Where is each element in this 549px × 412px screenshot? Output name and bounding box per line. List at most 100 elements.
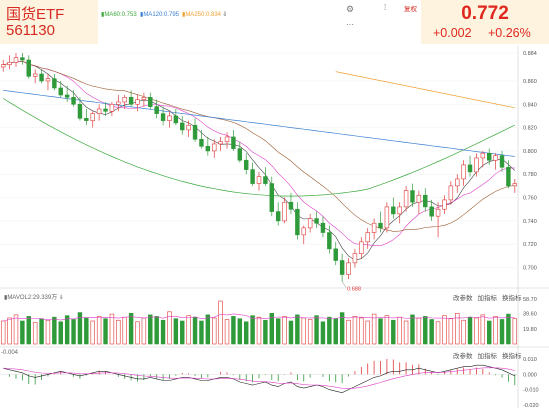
candle xyxy=(173,115,179,124)
candle xyxy=(32,73,38,77)
change-indicator-button[interactable]: 换指标 xyxy=(502,295,522,302)
candle xyxy=(384,206,390,229)
volume-bar xyxy=(493,316,498,345)
candle xyxy=(250,169,255,184)
add-indicator-button[interactable]: 加指标 xyxy=(477,295,498,302)
quote-name-box: 国货ETF 561130 xyxy=(0,0,98,44)
legend-arrow-icon[interactable]: ⇓ xyxy=(222,11,228,18)
volume-bar xyxy=(359,317,364,345)
volume-bar xyxy=(256,316,262,345)
volume-bar xyxy=(122,316,127,345)
volume-bar xyxy=(237,318,243,345)
candle xyxy=(224,136,230,142)
price-tick-label: 0.840 xyxy=(523,102,537,108)
volume-bar xyxy=(71,319,76,345)
price-tick-label: 0.740 xyxy=(523,219,537,225)
candle xyxy=(435,208,441,217)
candle xyxy=(84,117,89,121)
volume-bar xyxy=(173,318,179,345)
candle xyxy=(7,62,12,65)
candle xyxy=(295,208,300,236)
volume-bar xyxy=(39,318,44,345)
macd-tick-label: -0.010 xyxy=(523,388,539,394)
candle xyxy=(0,64,6,68)
ma20-line xyxy=(3,60,515,232)
volume-bar xyxy=(487,320,492,345)
volume-bar xyxy=(141,317,147,345)
volume-bar xyxy=(167,311,172,345)
macd-tick-label: 0.010 xyxy=(523,357,537,363)
gear-icon[interactable]: ⚙ xyxy=(346,4,355,14)
volume-bar xyxy=(180,320,185,345)
volume-bar xyxy=(218,300,223,345)
ma60-line xyxy=(3,98,515,197)
price-change: +0.002 xyxy=(433,26,472,40)
volume-bar xyxy=(506,313,511,345)
volume-bar xyxy=(346,319,351,345)
candle xyxy=(365,232,370,243)
more-icon[interactable]: ⋯ xyxy=(346,20,354,29)
candle xyxy=(391,206,396,215)
dots-icon[interactable]: ⁞ xyxy=(384,3,387,12)
price-tick-label: 0.860 xyxy=(523,79,537,85)
candle xyxy=(403,190,409,208)
volume-bar xyxy=(0,320,6,345)
candle xyxy=(13,57,19,63)
candle xyxy=(256,176,262,184)
candle xyxy=(461,164,466,180)
candle xyxy=(455,178,460,187)
volume-bar xyxy=(96,316,102,345)
volume-bar xyxy=(90,320,95,345)
macd-tick-label: 0.000 xyxy=(523,372,537,378)
candle xyxy=(275,211,281,222)
volume-bar xyxy=(13,314,19,345)
candle xyxy=(58,87,63,96)
volume-bar xyxy=(20,320,25,345)
candle xyxy=(45,78,51,82)
candle xyxy=(339,260,345,275)
macd-change-indicator-button[interactable]: 换指标 xyxy=(502,353,522,360)
volume-bar xyxy=(116,319,121,345)
edit-params-button[interactable]: 改参数 xyxy=(453,295,473,302)
candle xyxy=(26,59,31,77)
volume-bar xyxy=(192,316,198,345)
volume-bar xyxy=(212,317,217,345)
low-pointer xyxy=(341,281,347,288)
volume-bar xyxy=(269,313,275,345)
candle xyxy=(135,99,140,105)
macd-edit-params-button[interactable]: 改参数 xyxy=(453,353,473,360)
volume-bar xyxy=(448,318,454,345)
macd-add-indicator-button[interactable]: 加指标 xyxy=(477,353,498,360)
fund-name: 国货ETF xyxy=(6,6,65,23)
volume-bar xyxy=(480,314,486,345)
volume-bar xyxy=(282,316,287,345)
ma120-legend: ▮MA120:0.795 xyxy=(140,12,180,18)
volume-bar xyxy=(243,321,249,345)
candle xyxy=(269,183,275,212)
volume-bar xyxy=(410,314,415,345)
record-button[interactable]: 复权 xyxy=(404,6,417,13)
candle xyxy=(359,241,364,254)
candle xyxy=(199,138,204,147)
volume-bar xyxy=(148,314,153,345)
candle xyxy=(378,222,383,229)
volume-tick-label: 19.80 xyxy=(523,327,537,333)
candle xyxy=(180,122,185,131)
volume-bar xyxy=(32,322,38,345)
candle xyxy=(371,222,377,233)
candle xyxy=(499,155,505,168)
ma250-line xyxy=(335,71,515,109)
volume-bar xyxy=(423,316,428,345)
candle xyxy=(231,136,236,149)
volume-bar xyxy=(103,318,108,345)
volume-bar xyxy=(231,316,236,345)
candle xyxy=(52,78,57,89)
volume-bar xyxy=(455,313,460,345)
candle xyxy=(448,185,454,201)
candle xyxy=(96,108,102,114)
quote-price-box: 0.772 +0.002 +0.26% xyxy=(421,0,549,44)
volume-bar xyxy=(378,318,383,345)
volume-bar xyxy=(160,319,166,345)
volume-bar xyxy=(320,321,326,345)
